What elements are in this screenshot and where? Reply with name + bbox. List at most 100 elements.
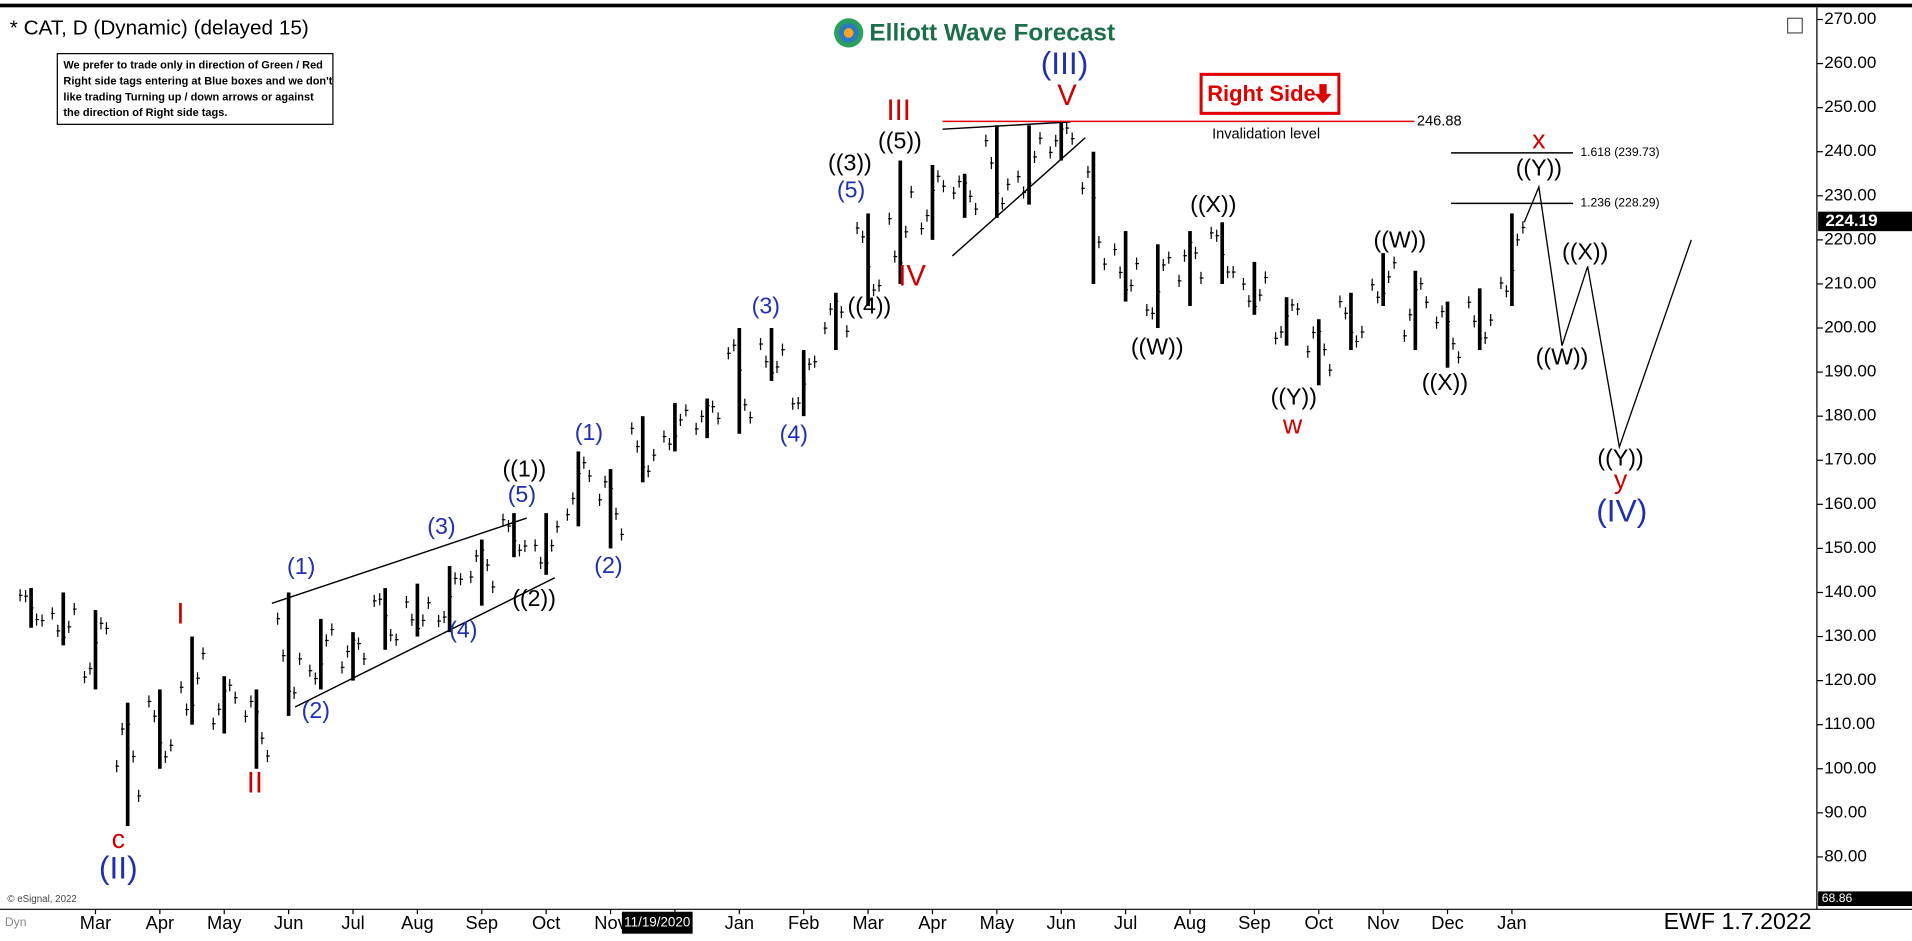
y-tick-label: 100.00 xyxy=(1824,758,1876,777)
wave-label: ((1)) xyxy=(502,456,546,482)
y-tick-label: 90.00 xyxy=(1824,802,1867,821)
price-bar xyxy=(125,702,130,827)
trendline xyxy=(942,121,1071,130)
x-tick-label: Apr xyxy=(146,912,174,933)
last-price-tag xyxy=(1818,211,1912,232)
y-tick-label: 160.00 xyxy=(1824,494,1876,513)
x-tick-label: Feb xyxy=(788,912,819,933)
price-bar xyxy=(995,125,999,218)
x-tick-label: Jul xyxy=(341,912,364,933)
y-tick-label: 250.00 xyxy=(1824,97,1876,116)
trendline xyxy=(294,577,556,708)
x-tick-label: Aug xyxy=(401,912,434,933)
down-arrow xyxy=(1314,84,1332,104)
price-bar xyxy=(673,402,677,452)
price-bar xyxy=(286,592,291,716)
price-bar xyxy=(222,676,227,734)
price-bar xyxy=(158,689,162,769)
x-tick-label: Oct xyxy=(532,912,560,933)
wave-label: (4) xyxy=(449,617,477,643)
invalidation-label: Invalidation level xyxy=(1212,127,1320,143)
wave-label: x xyxy=(1532,124,1546,154)
trendlines xyxy=(271,121,1086,708)
wave-label: (III) xyxy=(1041,45,1089,81)
y-tick-label: 260.00 xyxy=(1824,53,1876,72)
wave-label: ((X)) xyxy=(1190,191,1236,217)
y-tick-label: 150.00 xyxy=(1824,538,1876,557)
price-bar xyxy=(898,160,903,284)
x-tick-label: Aug xyxy=(1174,912,1207,933)
wave-label: (3) xyxy=(752,292,780,318)
price-bar xyxy=(866,213,870,306)
wave-label: ((W)) xyxy=(1374,226,1427,252)
x-tick-label: Jun xyxy=(274,912,303,933)
chart-title: * CAT, D (Dynamic) (delayed 15) xyxy=(10,17,309,40)
price-bar xyxy=(1413,270,1418,351)
wave-label: ((Y)) xyxy=(1516,155,1562,181)
wave-label: III xyxy=(886,95,910,127)
x-tick-label: Jun xyxy=(1047,912,1076,933)
price-bar xyxy=(705,398,709,439)
wave-label: (IV) xyxy=(1596,493,1647,529)
price-bar xyxy=(254,689,259,769)
trendline xyxy=(951,137,1086,257)
note-box xyxy=(56,53,334,125)
price-bar xyxy=(1349,292,1353,351)
projection-path xyxy=(1523,184,1692,450)
wave-label: IV xyxy=(898,261,926,293)
wave-label: (4) xyxy=(780,420,808,446)
wave-label: ((2)) xyxy=(512,585,556,611)
price-bar xyxy=(1027,125,1031,205)
level-label: 246.88 xyxy=(1417,113,1462,129)
price-bar xyxy=(1188,231,1192,306)
note-line: We prefer to trade only in direction of … xyxy=(63,60,322,72)
y-tick-label: 170.00 xyxy=(1824,450,1876,469)
cursor-date-box xyxy=(621,911,693,934)
window-icon[interactable] xyxy=(1787,17,1803,34)
wave-label: ((3)) xyxy=(828,150,872,176)
price-bar xyxy=(93,610,98,690)
logo-center xyxy=(843,28,854,38)
y-tick-label: 110.00 xyxy=(1824,714,1875,733)
wave-label: ((W)) xyxy=(1536,343,1589,369)
price-bar xyxy=(608,469,613,549)
wave-label: I xyxy=(176,598,184,630)
y-tick-label: 210.00 xyxy=(1824,273,1876,292)
y-tick-label: 230.00 xyxy=(1824,185,1876,204)
price-bar xyxy=(1477,288,1482,351)
footer-date: EWF 1.7.2022 xyxy=(1664,908,1812,934)
wave-label: (5) xyxy=(837,176,865,202)
wave-label: (2) xyxy=(302,697,330,723)
x-tick-label: Oct xyxy=(1305,912,1333,933)
wave-label: II xyxy=(247,768,263,800)
price-bar xyxy=(1316,319,1321,386)
x-tick-label: Jul xyxy=(1114,912,1137,933)
x-tick-label: Sep xyxy=(1238,912,1271,933)
price-bar xyxy=(61,592,66,646)
wave-label: (1) xyxy=(287,553,315,579)
price-bar xyxy=(962,173,967,218)
wave-label: ((W)) xyxy=(1131,334,1184,360)
brand-logo: Elliott Wave Forecast xyxy=(834,18,1115,48)
x-tick-label: Sep xyxy=(466,912,499,933)
level-label: 1.618 (239.73) xyxy=(1580,145,1659,159)
x-tick-label: Nov xyxy=(1367,912,1400,933)
wave-label: ((X)) xyxy=(1422,369,1468,395)
y-tick-label: 140.00 xyxy=(1824,582,1876,601)
y-tick-label: 240.00 xyxy=(1824,141,1876,160)
price-bar xyxy=(415,583,420,637)
price-bar xyxy=(1091,151,1096,284)
right-side-tag: Right Side xyxy=(1207,81,1315,106)
top-border xyxy=(0,3,1912,8)
price-bar xyxy=(1381,253,1385,306)
price-bar xyxy=(544,513,548,575)
price-bar xyxy=(318,618,323,690)
wave-label: (5) xyxy=(508,481,536,507)
x-tick-label: Jan xyxy=(725,912,754,933)
wave-label: ((5)) xyxy=(878,128,922,154)
wave-label: ((X)) xyxy=(1562,239,1608,265)
x-tick-label: Apr xyxy=(918,912,946,933)
note-line: like trading Turning up / down arrows or… xyxy=(63,91,314,103)
